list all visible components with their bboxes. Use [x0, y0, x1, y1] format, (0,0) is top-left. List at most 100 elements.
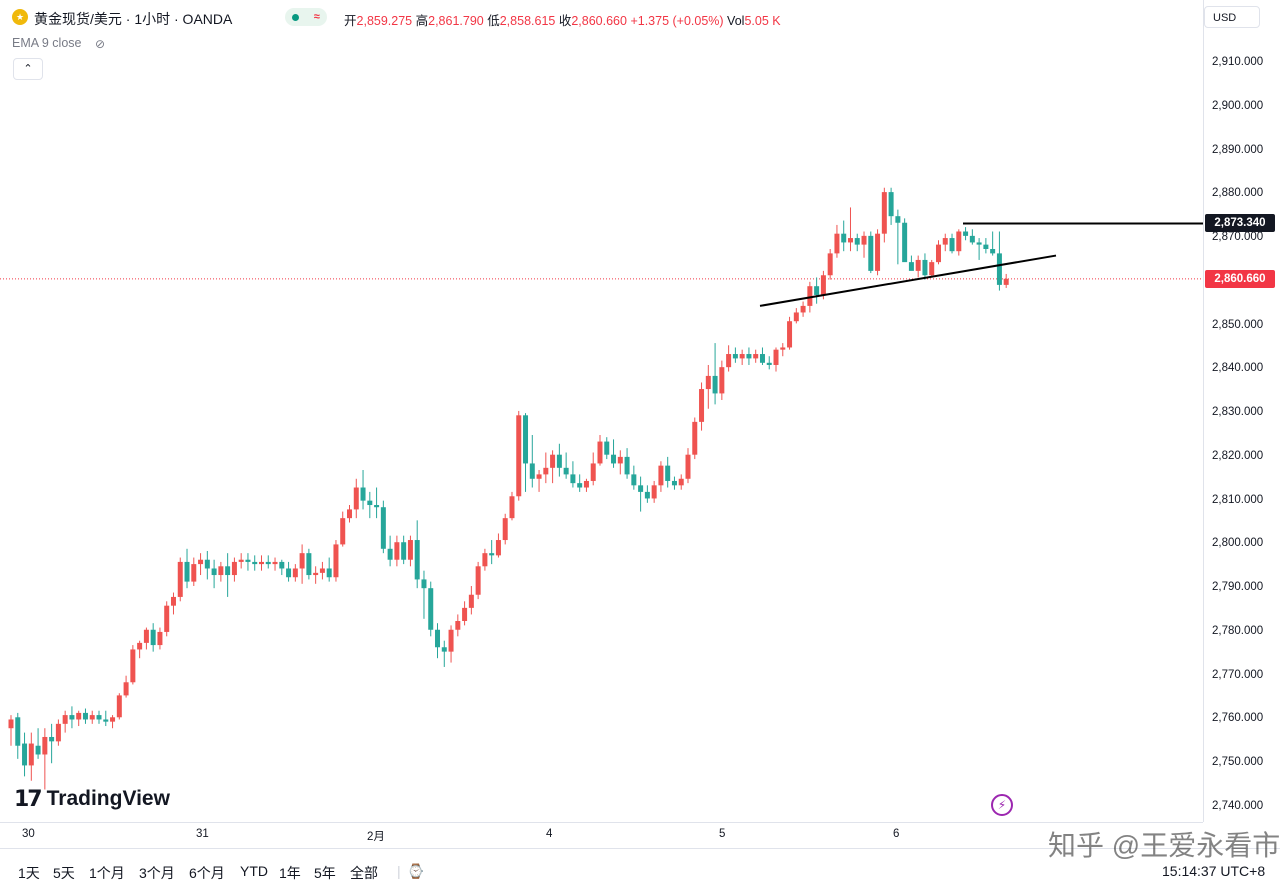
- candle-body[interactable]: [502, 518, 508, 541]
- candle-body[interactable]: [780, 347, 786, 350]
- candle-body[interactable]: [231, 561, 237, 576]
- candle-body[interactable]: [177, 561, 183, 597]
- candle-body[interactable]: [766, 362, 772, 365]
- candle-body[interactable]: [915, 259, 921, 271]
- candle-body[interactable]: [374, 505, 380, 508]
- candle-body[interactable]: [143, 629, 149, 643]
- candle-body[interactable]: [651, 485, 657, 499]
- candle-body[interactable]: [746, 354, 752, 359]
- candle-body[interactable]: [170, 596, 176, 606]
- candle-body[interactable]: [929, 262, 935, 276]
- candle-body[interactable]: [265, 561, 271, 565]
- candle-body[interactable]: [286, 568, 292, 578]
- candle-body[interactable]: [204, 559, 210, 569]
- candle-body[interactable]: [184, 561, 190, 582]
- candle-body[interactable]: [164, 605, 170, 632]
- candle-body[interactable]: [211, 568, 217, 576]
- candle-body[interactable]: [76, 712, 82, 720]
- candle-body[interactable]: [773, 349, 779, 365]
- candle-body[interactable]: [279, 561, 285, 569]
- candle-body[interactable]: [448, 629, 454, 652]
- candle-body[interactable]: [306, 553, 312, 576]
- candle-body[interactable]: [42, 736, 48, 755]
- candle-body[interactable]: [827, 253, 833, 276]
- candle-body[interactable]: [793, 312, 799, 322]
- candle-body[interactable]: [963, 231, 969, 236]
- range-5d-button[interactable]: 5天: [53, 865, 75, 881]
- candle-body[interactable]: [556, 454, 562, 468]
- price-chart[interactable]: [0, 0, 1203, 822]
- candle-body[interactable]: [685, 454, 691, 479]
- candle-body[interactable]: [191, 564, 197, 582]
- candle-body[interactable]: [902, 222, 908, 263]
- candle-body[interactable]: [123, 682, 129, 696]
- candle-body[interactable]: [319, 568, 325, 573]
- candle-body[interactable]: [292, 568, 298, 578]
- candle-body[interactable]: [137, 642, 143, 650]
- candle-body[interactable]: [834, 233, 840, 254]
- range-5y-button[interactable]: 5年: [314, 865, 336, 881]
- tradingview-logo[interactable]: 𝟭𝟳 TradingView: [14, 786, 170, 812]
- range-1d-button[interactable]: 1天: [18, 865, 40, 881]
- candle-body[interactable]: [787, 321, 793, 348]
- candle-body[interactable]: [800, 305, 806, 313]
- candle-body[interactable]: [699, 389, 705, 422]
- candle-body[interactable]: [712, 375, 718, 394]
- hide-eye-icon[interactable]: ⊘: [95, 37, 106, 51]
- candle-body[interactable]: [814, 286, 820, 295]
- candle-body[interactable]: [847, 238, 853, 243]
- candle-body[interactable]: [468, 594, 474, 608]
- candle-body[interactable]: [671, 480, 677, 486]
- candle-body[interactable]: [462, 607, 468, 621]
- candle-body[interactable]: [89, 715, 95, 720]
- candle-body[interactable]: [252, 561, 258, 565]
- indicator-legend[interactable]: EMA 9 close: [12, 36, 82, 50]
- candle-body[interactable]: [820, 275, 826, 295]
- candle-body[interactable]: [394, 542, 400, 560]
- candle-body[interactable]: [509, 496, 515, 519]
- candle-body[interactable]: [726, 354, 732, 368]
- candle-body[interactable]: [523, 415, 529, 464]
- candle-body[interactable]: [888, 192, 894, 217]
- range-1m-button[interactable]: 1个月: [89, 865, 125, 881]
- candle-body[interactable]: [15, 717, 21, 746]
- candle-body[interactable]: [22, 743, 28, 766]
- candle-body[interactable]: [225, 566, 231, 576]
- candle-body[interactable]: [69, 715, 75, 720]
- candle-body[interactable]: [150, 629, 156, 646]
- candle-body[interactable]: [82, 712, 88, 720]
- candle-body[interactable]: [495, 540, 501, 556]
- candle-body[interactable]: [258, 561, 264, 565]
- candle-body[interactable]: [35, 745, 41, 755]
- candle-body[interactable]: [245, 559, 251, 562]
- candle-body[interactable]: [414, 540, 420, 580]
- candle-body[interactable]: [583, 480, 589, 488]
- candle-body[interactable]: [942, 238, 948, 245]
- candle-body[interactable]: [807, 286, 813, 306]
- candle-body[interactable]: [347, 509, 352, 519]
- range-3m-button[interactable]: 3个月: [139, 865, 175, 881]
- candle-body[interactable]: [116, 695, 122, 718]
- symbol-title[interactable]: 黄金现货/美元 · 1小时 · OANDA: [34, 11, 233, 27]
- candle-body[interactable]: [313, 572, 319, 576]
- candle-body[interactable]: [759, 354, 765, 363]
- candle-body[interactable]: [1003, 278, 1009, 285]
- candle-body[interactable]: [455, 621, 461, 630]
- candle-body[interactable]: [705, 375, 711, 390]
- candle-body[interactable]: [658, 465, 664, 486]
- candle-body[interactable]: [96, 715, 102, 720]
- time-axis[interactable]: [0, 822, 1203, 849]
- candle-body[interactable]: [157, 631, 163, 646]
- candle-body[interactable]: [841, 233, 847, 243]
- candle-body[interactable]: [868, 235, 874, 271]
- candle-body[interactable]: [996, 253, 1002, 285]
- candle-body[interactable]: [475, 566, 481, 595]
- range-all-button[interactable]: 全部: [350, 865, 378, 881]
- trend-line-drawing[interactable]: [759, 254, 1057, 307]
- candle-body[interactable]: [624, 456, 630, 475]
- candle-body[interactable]: [908, 262, 914, 271]
- candle-body[interactable]: [563, 467, 569, 475]
- candle-body[interactable]: [367, 500, 373, 506]
- candle-body[interactable]: [956, 231, 962, 252]
- candle-body[interactable]: [611, 454, 617, 464]
